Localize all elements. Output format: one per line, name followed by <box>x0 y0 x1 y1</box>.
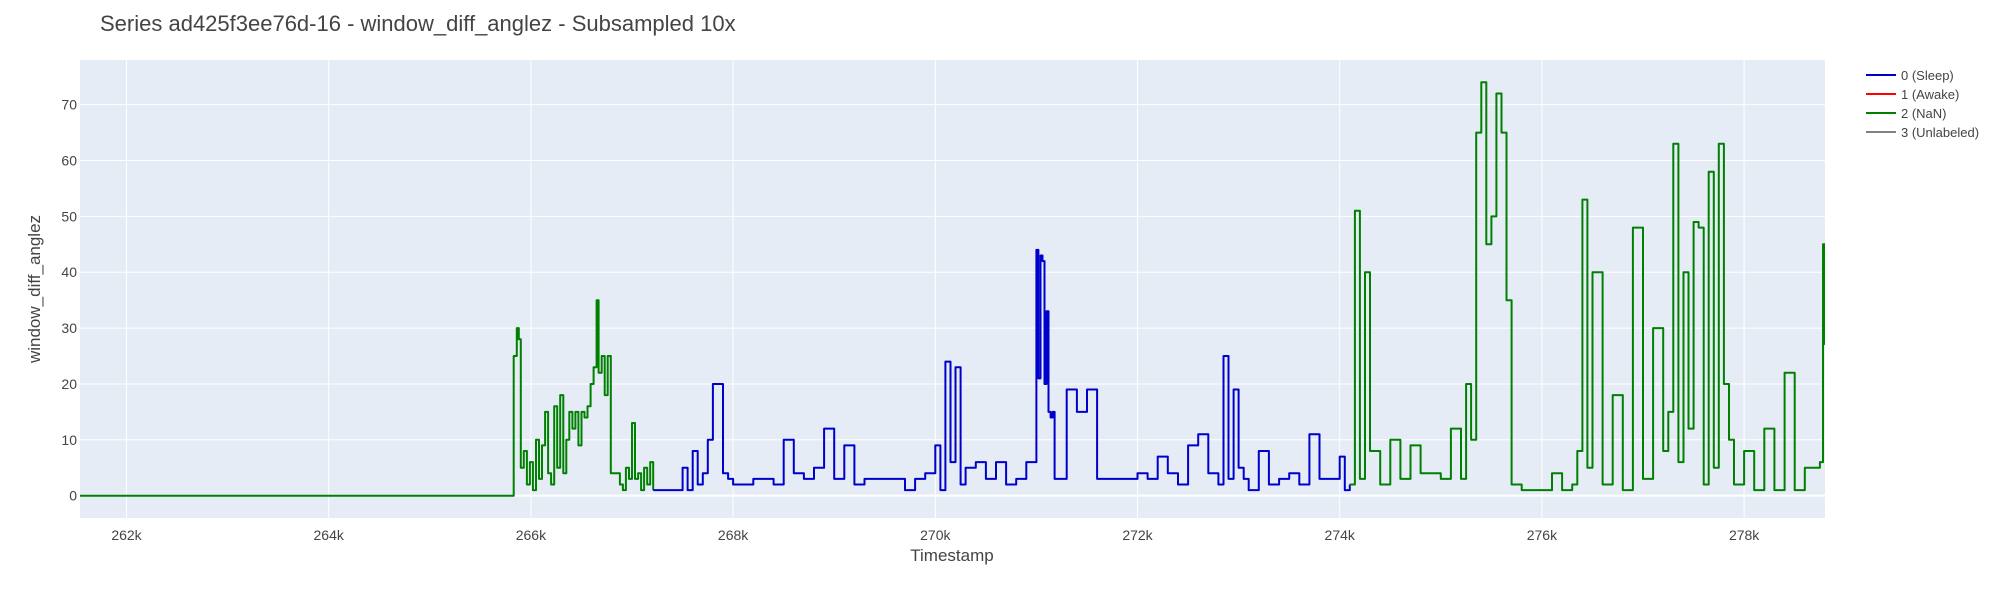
legend-label[interactable]: 3 (Unlabeled) <box>1901 125 1979 140</box>
y-tick-label: 10 <box>61 432 77 448</box>
y-tick-label: 20 <box>61 376 77 392</box>
y-tick-label: 70 <box>61 97 77 113</box>
x-tick-label: 274k <box>1325 527 1356 543</box>
x-tick-label: 270k <box>920 527 951 543</box>
x-tick-label: 272k <box>1122 527 1153 543</box>
y-tick-label: 30 <box>61 320 77 336</box>
x-tick-label: 268k <box>718 527 749 543</box>
x-tick-label: 266k <box>516 527 547 543</box>
legend-label[interactable]: 0 (Sleep) <box>1901 68 1954 83</box>
legend[interactable]: 0 (Sleep) 1 (Awake) 2 (NaN) 3 (Unlabeled) <box>1866 68 1979 140</box>
y-tick-label: 40 <box>61 264 77 280</box>
y-axis-ticks: 0 10 20 30 40 50 60 70 <box>61 97 77 504</box>
series-lines <box>80 81 1825 497</box>
x-tick-label: 278k <box>1729 527 1760 543</box>
y-tick-label: 0 <box>69 488 77 504</box>
plot-area[interactable] <box>80 60 1825 518</box>
chart-title: Series ad425f3ee76d-16 - window_diff_ang… <box>100 11 736 36</box>
x-tick-label: 276k <box>1527 527 1558 543</box>
series-line-1-0 <box>653 248 1351 492</box>
y-axis-title: window_diff_anglez <box>25 215 44 364</box>
series-line-0-0 <box>80 299 655 497</box>
legend-label[interactable]: 1 (Awake) <box>1901 87 1959 102</box>
x-axis-title: Timestamp <box>910 546 993 565</box>
y-tick-label: 60 <box>61 153 77 169</box>
series-line-2-0 <box>1349 81 1825 492</box>
x-axis-ticks: 262k 264k 266k 268k 270k 272k 274k 276k 278k <box>111 527 1760 543</box>
x-tick-label: 262k <box>111 527 142 543</box>
legend-label[interactable]: 2 (NaN) <box>1901 106 1947 121</box>
y-tick-label: 50 <box>61 208 77 224</box>
x-tick-label: 264k <box>314 527 345 543</box>
